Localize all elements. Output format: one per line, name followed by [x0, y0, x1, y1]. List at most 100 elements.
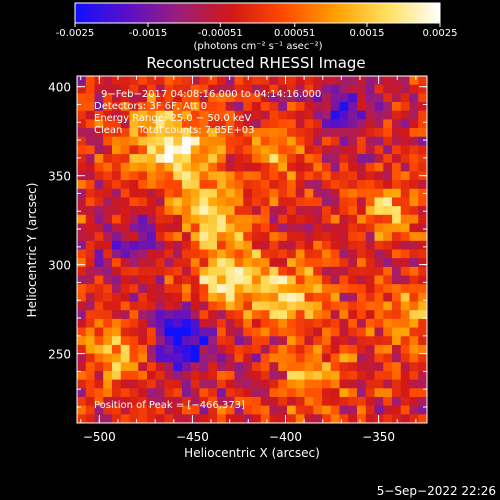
heatmap-cell — [120, 76, 130, 86]
heatmap-cell — [260, 171, 270, 181]
heatmap-cell — [225, 249, 235, 259]
heatmap-cell — [85, 327, 95, 337]
colorbar-tick-label: -0.00051 — [198, 28, 243, 39]
heatmap-cell — [383, 240, 393, 250]
heatmap-cell — [234, 188, 244, 198]
heatmap-cell — [120, 128, 130, 138]
heatmap-cell — [182, 336, 192, 346]
heatmap-cell — [217, 76, 227, 86]
heatmap-cell — [208, 284, 218, 294]
heatmap-cell — [400, 154, 410, 164]
heatmap-cell — [374, 145, 384, 155]
heatmap-cell — [120, 284, 130, 294]
heatmap-cell — [217, 197, 227, 207]
heatmap-cell — [304, 162, 314, 172]
heatmap-cell — [409, 344, 419, 354]
heatmap-cell — [103, 76, 113, 86]
heatmap-cell — [374, 197, 384, 207]
heatmap-cell — [339, 119, 349, 129]
heatmap-cell — [409, 154, 419, 164]
heatmap-cell — [418, 214, 428, 224]
heatmap-cell — [295, 128, 305, 138]
heatmap-cell — [392, 310, 402, 320]
heatmap-cell — [77, 136, 87, 146]
heatmap-cell — [409, 292, 419, 302]
heatmap-cell — [147, 206, 157, 216]
heatmap-cell — [103, 154, 113, 164]
heatmap-cell — [77, 362, 87, 372]
heatmap-cell — [85, 188, 95, 198]
heatmap-cell — [155, 275, 165, 285]
heatmap-cell — [418, 136, 428, 146]
heatmap-cell — [208, 128, 218, 138]
heatmap-cell — [269, 84, 279, 94]
heatmap-cell — [208, 379, 218, 389]
heatmap-cell — [120, 344, 130, 354]
heatmap-cell — [278, 379, 288, 389]
heatmap-cell — [322, 396, 332, 407]
heatmap-cell — [103, 136, 113, 146]
heatmap-cell — [234, 84, 244, 94]
heatmap-cell — [287, 76, 297, 86]
heatmap-cell — [190, 240, 200, 250]
heatmap-cell — [260, 414, 270, 424]
heatmap-cell — [182, 249, 192, 259]
heatmap-cell — [400, 388, 410, 398]
heatmap-cell — [348, 223, 358, 233]
heatmap-cell — [409, 249, 419, 259]
colorbar-tick-label: -0.0015 — [129, 28, 168, 39]
heatmap-cell — [322, 344, 332, 354]
heatmap-cell — [234, 136, 244, 146]
heatmap-cell — [365, 370, 375, 381]
heatmap-cell — [164, 292, 174, 302]
heatmap-cell — [77, 379, 87, 389]
heatmap-cell — [260, 188, 270, 198]
heatmap-cell — [77, 84, 87, 94]
heatmap-cell — [190, 119, 200, 129]
heatmap-cell — [103, 197, 113, 207]
heatmap-cell — [234, 154, 244, 164]
heatmap-cell — [94, 128, 104, 138]
heatmap-cell — [322, 249, 332, 259]
heatmap-cell — [400, 370, 410, 381]
heatmap-cell — [208, 240, 218, 250]
heatmap-cell — [164, 232, 174, 242]
heatmap-cell — [252, 232, 262, 242]
heatmap-cell — [234, 327, 244, 337]
heatmap-cell — [313, 284, 323, 294]
heatmap-cell — [190, 188, 200, 198]
heatmap-cell — [120, 197, 130, 207]
heatmap-cell — [155, 370, 165, 381]
heatmap-cell — [103, 171, 113, 181]
heatmap-cell — [313, 275, 323, 285]
heatmap-cell — [112, 84, 122, 94]
heatmap-cell — [138, 232, 148, 242]
heatmap-cell — [278, 388, 288, 398]
heatmap-cell — [94, 318, 104, 328]
heatmap-cell — [217, 154, 227, 164]
heatmap-cell — [374, 275, 384, 285]
heatmap-cell — [208, 275, 218, 285]
heatmap-cell — [129, 154, 139, 164]
heatmap-cell — [94, 310, 104, 320]
heatmap-cell — [392, 102, 402, 112]
heatmap-cell — [322, 240, 332, 250]
heatmap-cell — [85, 292, 95, 302]
heatmap-cell — [112, 188, 122, 198]
heatmap-cell — [85, 154, 95, 164]
heatmap-cell — [85, 353, 95, 363]
heatmap-cell — [304, 206, 314, 216]
heatmap-cell — [182, 327, 192, 337]
heatmap-cell — [252, 249, 262, 259]
heatmap-cell — [234, 292, 244, 302]
heatmap-cell — [129, 249, 139, 259]
heatmap-cell — [304, 292, 314, 302]
heatmap-cell — [85, 405, 95, 415]
heatmap-cell — [357, 353, 367, 363]
heatmap-cell — [173, 396, 183, 407]
heatmap-cell — [190, 405, 200, 415]
heatmap-cell — [304, 258, 314, 268]
heatmap-cell — [155, 318, 165, 328]
heatmap-cell — [392, 84, 402, 94]
heatmap-cell — [287, 275, 297, 285]
